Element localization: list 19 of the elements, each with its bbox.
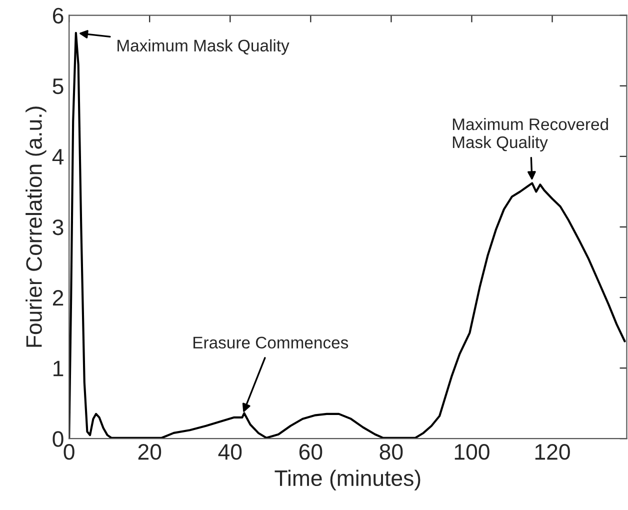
y-axis-title: Fourier Correlation (a.u.) [26,106,46,347]
x-tick-label: 0 [64,444,74,460]
x-tick-label: 80 [380,444,403,460]
y-tick-label: 2 [52,290,64,306]
y-tick-label: 3 [52,219,64,236]
annotation: Maximum Mask Quality [118,39,290,55]
y-tick-label: 4 [52,149,64,164]
y-tick-label: 5 [52,78,64,94]
y-tick-label: 1 [54,360,64,376]
x-axis-title: Time (minutes) [274,470,420,490]
x-tick-label: 60 [299,444,322,460]
y-tick-label: 0 [52,431,64,447]
x-tick-label: 20 [138,444,162,460]
x-tick-label: 120 [535,444,570,460]
x-tick-label: 40 [218,444,242,460]
y-tick-label: 6 [52,8,64,24]
x-tick-label: 100 [454,444,490,460]
annotation: Maximum Recovered Mask Quality [452,118,608,152]
annotation: Erasure Commences [194,336,348,349]
